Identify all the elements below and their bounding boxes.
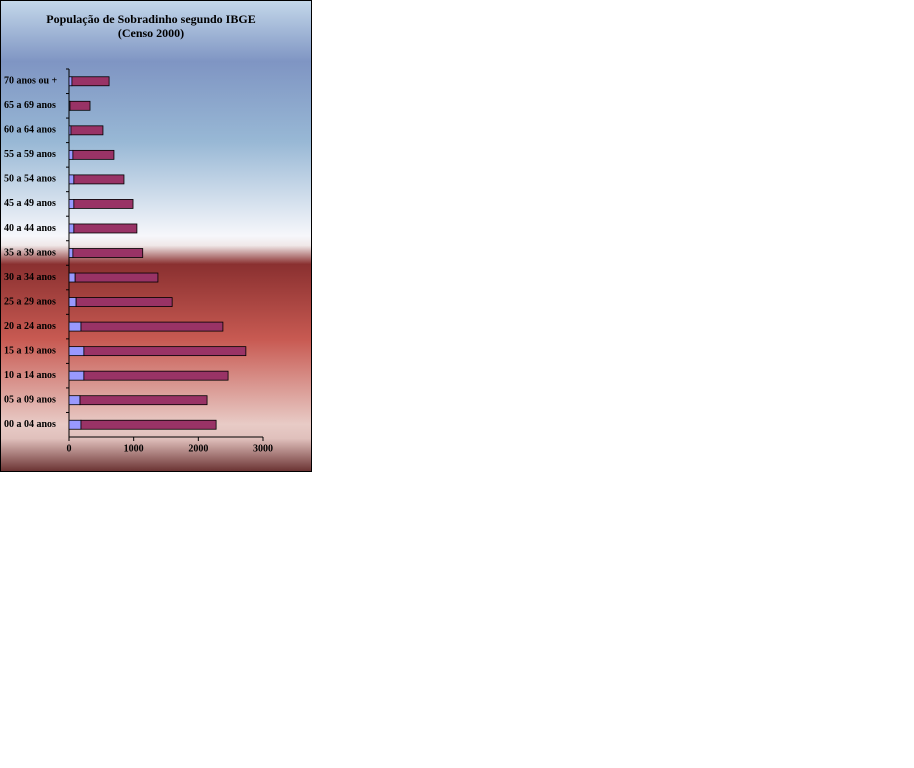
y-tick-label: 15 a 19 anos	[4, 345, 56, 356]
bar-segment	[68, 223, 75, 234]
bar-segment	[68, 297, 77, 307]
bar-segment	[80, 419, 217, 430]
chart-title: População de Sobradinho segundo IBGE	[46, 12, 255, 26]
y-tick-label: 40 a 44 anos	[4, 223, 56, 234]
y-tick-label: 35 a 39 anos	[4, 247, 56, 258]
y-tick-label: 25 a 29 anos	[4, 296, 56, 307]
chart-subtitle: (Censo 2000)	[118, 26, 184, 40]
bar-segment	[68, 346, 85, 357]
y-tick-label: 00 a 04 anos	[4, 419, 56, 430]
bar-segment	[68, 321, 82, 332]
x-tick-label: 3000	[253, 443, 273, 454]
y-tick-label: 65 a 69 anos	[4, 100, 56, 111]
bar-segment	[70, 125, 104, 136]
bar-segment	[73, 223, 138, 234]
x-tick-label: 1000	[124, 443, 144, 454]
y-tick-label: 60 a 64 anos	[4, 125, 56, 136]
y-tick-label: 05 a 09 anos	[4, 394, 56, 405]
bar-segment	[71, 76, 110, 87]
bar-segment	[83, 370, 229, 381]
bar-segment	[68, 76, 73, 87]
bar-segment	[68, 248, 74, 258]
chart-background	[0, 0, 312, 472]
y-tick-label: 50 a 54 anos	[4, 174, 56, 185]
bar-segment	[83, 346, 247, 357]
y-tick-label: 45 a 49 anos	[4, 198, 56, 209]
bar-segment	[72, 149, 115, 160]
bar-segment	[69, 100, 91, 111]
x-tick-label: 2000	[188, 443, 208, 454]
bar-segment	[68, 199, 75, 209]
bar-segment	[80, 321, 224, 332]
bar-segment	[73, 174, 125, 185]
bar-segment	[75, 297, 173, 307]
y-tick-label: 30 a 34 anos	[4, 272, 56, 283]
x-tick-label: 0	[67, 443, 72, 454]
bar-segment	[73, 199, 134, 209]
bar-segment	[68, 149, 74, 160]
bar-segment	[74, 272, 159, 283]
y-tick-label: 10 a 14 anos	[4, 370, 56, 381]
y-tick-label: 20 a 24 anos	[4, 321, 56, 332]
bar-segment	[68, 370, 85, 381]
bar-segment	[68, 395, 81, 406]
bar-segment	[68, 272, 76, 283]
bar-segment	[72, 248, 144, 258]
bar-segment	[79, 395, 208, 406]
bar-segment	[68, 419, 82, 430]
y-tick-label: 55 a 59 anos	[4, 149, 56, 160]
y-tick-label: 70 anos ou +	[4, 76, 58, 87]
bar-segment	[68, 174, 75, 185]
